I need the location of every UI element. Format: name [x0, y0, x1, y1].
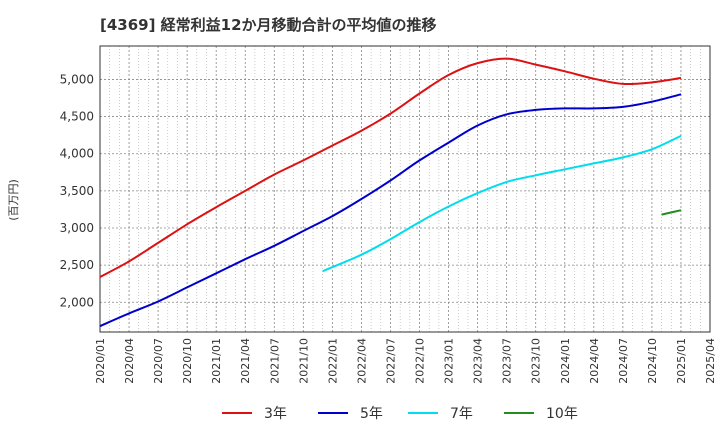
x-axis-ticks: 2020/01 2020/04 2020/07 2020/10 2021/01 2021/…	[94, 338, 717, 384]
x-tick-label: 2024/07	[617, 338, 630, 384]
series-lines	[99, 57, 682, 328]
x-tick-label: 2021/04	[239, 338, 252, 384]
x-tick-label: 2022/10	[414, 338, 427, 384]
legend-label-3: 10年	[546, 406, 578, 422]
x-tick-label: 2024/04	[588, 338, 601, 384]
x-tick-label: 2021/07	[268, 338, 281, 384]
x-tick-label: 2023/04	[472, 338, 485, 384]
legend-label-0: 3年	[264, 406, 287, 422]
y-tick-label: 3,000	[60, 221, 94, 235]
x-tick-label: 2020/10	[181, 338, 194, 384]
x-tick-label: 2025/01	[675, 338, 688, 384]
x-tick-label: 2022/01	[326, 338, 339, 384]
chart-title: [4369] 経常利益12か月移動合計の平均値の推移	[100, 16, 437, 34]
y-tick-label: 5,000	[60, 72, 94, 86]
y-tick-label: 2,500	[60, 258, 94, 272]
y-axis-label: (百万円)	[7, 179, 20, 221]
y-axis-ticks: 2,000 2,500 3,000 3,500 4,000 4,500 5,000	[60, 72, 94, 309]
x-tick-label: 2021/10	[297, 338, 310, 384]
series-line-0	[99, 57, 682, 278]
x-tick-label: 2020/01	[94, 338, 107, 384]
series-line-1	[99, 93, 682, 328]
legend-label-1: 5年	[360, 406, 383, 422]
x-tick-label: 2022/07	[384, 338, 397, 384]
x-tick-label: 2023/01	[443, 338, 456, 384]
series-line-2	[322, 134, 682, 273]
x-tick-label: 2023/07	[501, 338, 514, 384]
y-tick-label: 2,000	[60, 295, 94, 309]
x-tick-label: 2020/04	[123, 338, 136, 384]
legend: 3年 5年 7年 10年	[222, 406, 578, 422]
grid-lines	[99, 46, 711, 332]
y-tick-label: 3,500	[60, 184, 94, 198]
x-tick-label: 2024/01	[559, 338, 572, 384]
x-tick-label: 2021/01	[210, 338, 223, 384]
series-line-3	[661, 209, 682, 216]
plot-frame	[99, 45, 711, 333]
x-tick-label: 2022/04	[355, 338, 368, 384]
x-tick-label: 2023/10	[530, 338, 543, 384]
y-tick-label: 4,000	[60, 147, 94, 161]
y-tick-label: 4,500	[60, 110, 94, 124]
legend-label-2: 7年	[450, 406, 473, 422]
x-tick-label: 2024/10	[646, 338, 659, 384]
x-tick-label: 2025/04	[704, 338, 717, 384]
x-tick-label: 2020/07	[152, 338, 165, 384]
